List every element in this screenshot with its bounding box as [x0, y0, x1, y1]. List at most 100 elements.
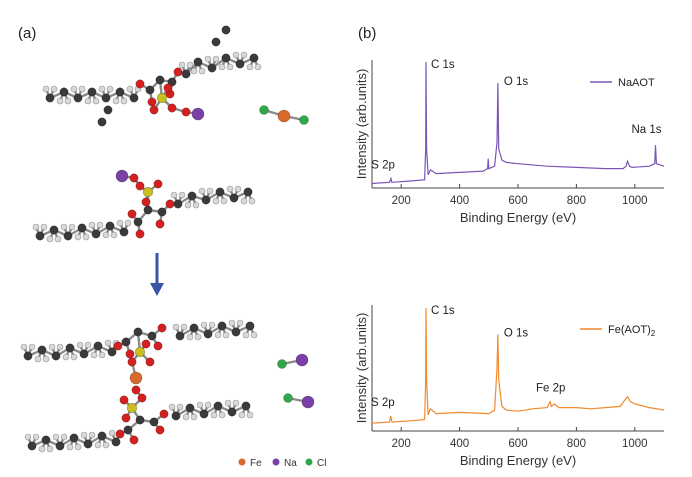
atom-c	[49, 225, 59, 235]
atom-c	[121, 337, 131, 347]
atom-c	[79, 349, 89, 359]
atom-h	[74, 443, 82, 451]
atom-c	[249, 53, 259, 63]
atom-c	[227, 407, 237, 417]
atom-h	[222, 331, 230, 339]
atom-c	[63, 231, 73, 241]
atom-c	[87, 87, 97, 97]
atom-h	[38, 445, 46, 453]
atom-c	[91, 229, 101, 239]
atom-h	[198, 67, 206, 75]
atom-h	[178, 61, 186, 69]
atom-o	[145, 357, 155, 367]
atom-o	[159, 409, 169, 419]
atom-h	[68, 223, 76, 231]
atom-o	[127, 357, 137, 367]
atom-c	[231, 327, 241, 337]
atom-h	[46, 235, 54, 243]
atom-c	[23, 351, 33, 361]
atom-o	[113, 341, 123, 351]
atom-h	[32, 223, 40, 231]
atom-h	[172, 323, 180, 331]
peak-label: C 1s	[431, 305, 455, 317]
atom-h	[116, 219, 124, 227]
element-legend-na-marker	[272, 458, 280, 466]
atom-h	[246, 63, 254, 71]
molecule-feaot2-top	[20, 319, 258, 385]
atom-c	[221, 53, 231, 63]
atom-o	[141, 339, 151, 349]
panel-a-label: (a)	[18, 25, 36, 42]
atom-h	[74, 233, 82, 241]
atom-h	[52, 433, 60, 441]
x-tick-label: 200	[392, 438, 411, 450]
atom-h	[102, 441, 110, 449]
atom-cl	[277, 359, 287, 369]
atom-o	[115, 429, 125, 439]
atom-h	[60, 433, 68, 441]
atom-h	[60, 223, 68, 231]
atom-c	[207, 63, 217, 73]
x-tick-label: 600	[508, 195, 527, 207]
atom-h	[190, 67, 198, 75]
atom-h	[78, 85, 86, 93]
atom-h	[46, 445, 54, 453]
molecule-feaot2-bottom	[24, 385, 254, 453]
atom-h	[218, 411, 226, 419]
atom-o	[135, 229, 145, 239]
atom-h	[70, 353, 78, 361]
atom-h	[110, 231, 118, 239]
atom-h	[218, 63, 226, 71]
atom-h	[204, 401, 212, 409]
atom-o	[163, 83, 173, 93]
atom-h	[92, 97, 100, 105]
atom-o	[119, 395, 129, 405]
atom-c	[181, 69, 191, 79]
atom-s	[126, 402, 138, 414]
atom-h	[240, 197, 248, 205]
atom-h	[20, 343, 28, 351]
atom-cl	[299, 115, 309, 125]
atom-o	[153, 179, 163, 189]
x-tick-label: 400	[450, 195, 469, 207]
atom-c	[245, 321, 255, 331]
element-legend-cl-marker	[305, 458, 313, 466]
atom-c	[167, 77, 177, 87]
atom-h	[248, 197, 256, 205]
atom-c	[129, 93, 139, 103]
molecule-naaot-top	[42, 25, 262, 127]
atom-h	[198, 187, 206, 195]
atom-c	[27, 441, 37, 451]
atom-na	[301, 395, 315, 409]
peak-label: O 1s	[504, 327, 529, 339]
atom-h	[94, 441, 102, 449]
atom-o	[167, 103, 177, 113]
atom-h	[88, 431, 96, 439]
atom-h	[64, 97, 72, 105]
atom-c	[133, 217, 143, 227]
atom-c	[103, 105, 113, 115]
atom-h	[108, 429, 116, 437]
atom-c	[175, 331, 185, 341]
atom-o	[153, 341, 163, 351]
peak-label: S 2p	[371, 397, 395, 409]
series-line-naaot	[371, 61, 665, 185]
atom-c	[97, 431, 107, 441]
peak-labels: S 2p C 1s O 1s Na 1s	[371, 59, 661, 172]
atom-h	[90, 351, 98, 359]
atom-c	[65, 343, 75, 353]
atom-c	[73, 93, 83, 103]
atom-h	[104, 339, 112, 347]
atom-h	[206, 187, 214, 195]
x-tick-label: 1000	[622, 195, 648, 207]
atom-h	[102, 231, 110, 239]
x-tick-label: 800	[567, 195, 586, 207]
atom-c	[105, 221, 115, 231]
atom-h	[184, 201, 192, 209]
atom-o	[131, 385, 141, 395]
atom-o	[121, 413, 131, 423]
atom-c	[69, 433, 79, 443]
atom-c	[215, 187, 225, 197]
element-legend: Fe Na Cl	[238, 458, 326, 469]
atom-h	[84, 341, 92, 349]
